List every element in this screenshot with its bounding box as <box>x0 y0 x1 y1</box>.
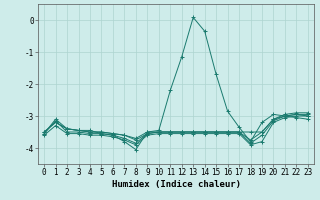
X-axis label: Humidex (Indice chaleur): Humidex (Indice chaleur) <box>111 180 241 189</box>
